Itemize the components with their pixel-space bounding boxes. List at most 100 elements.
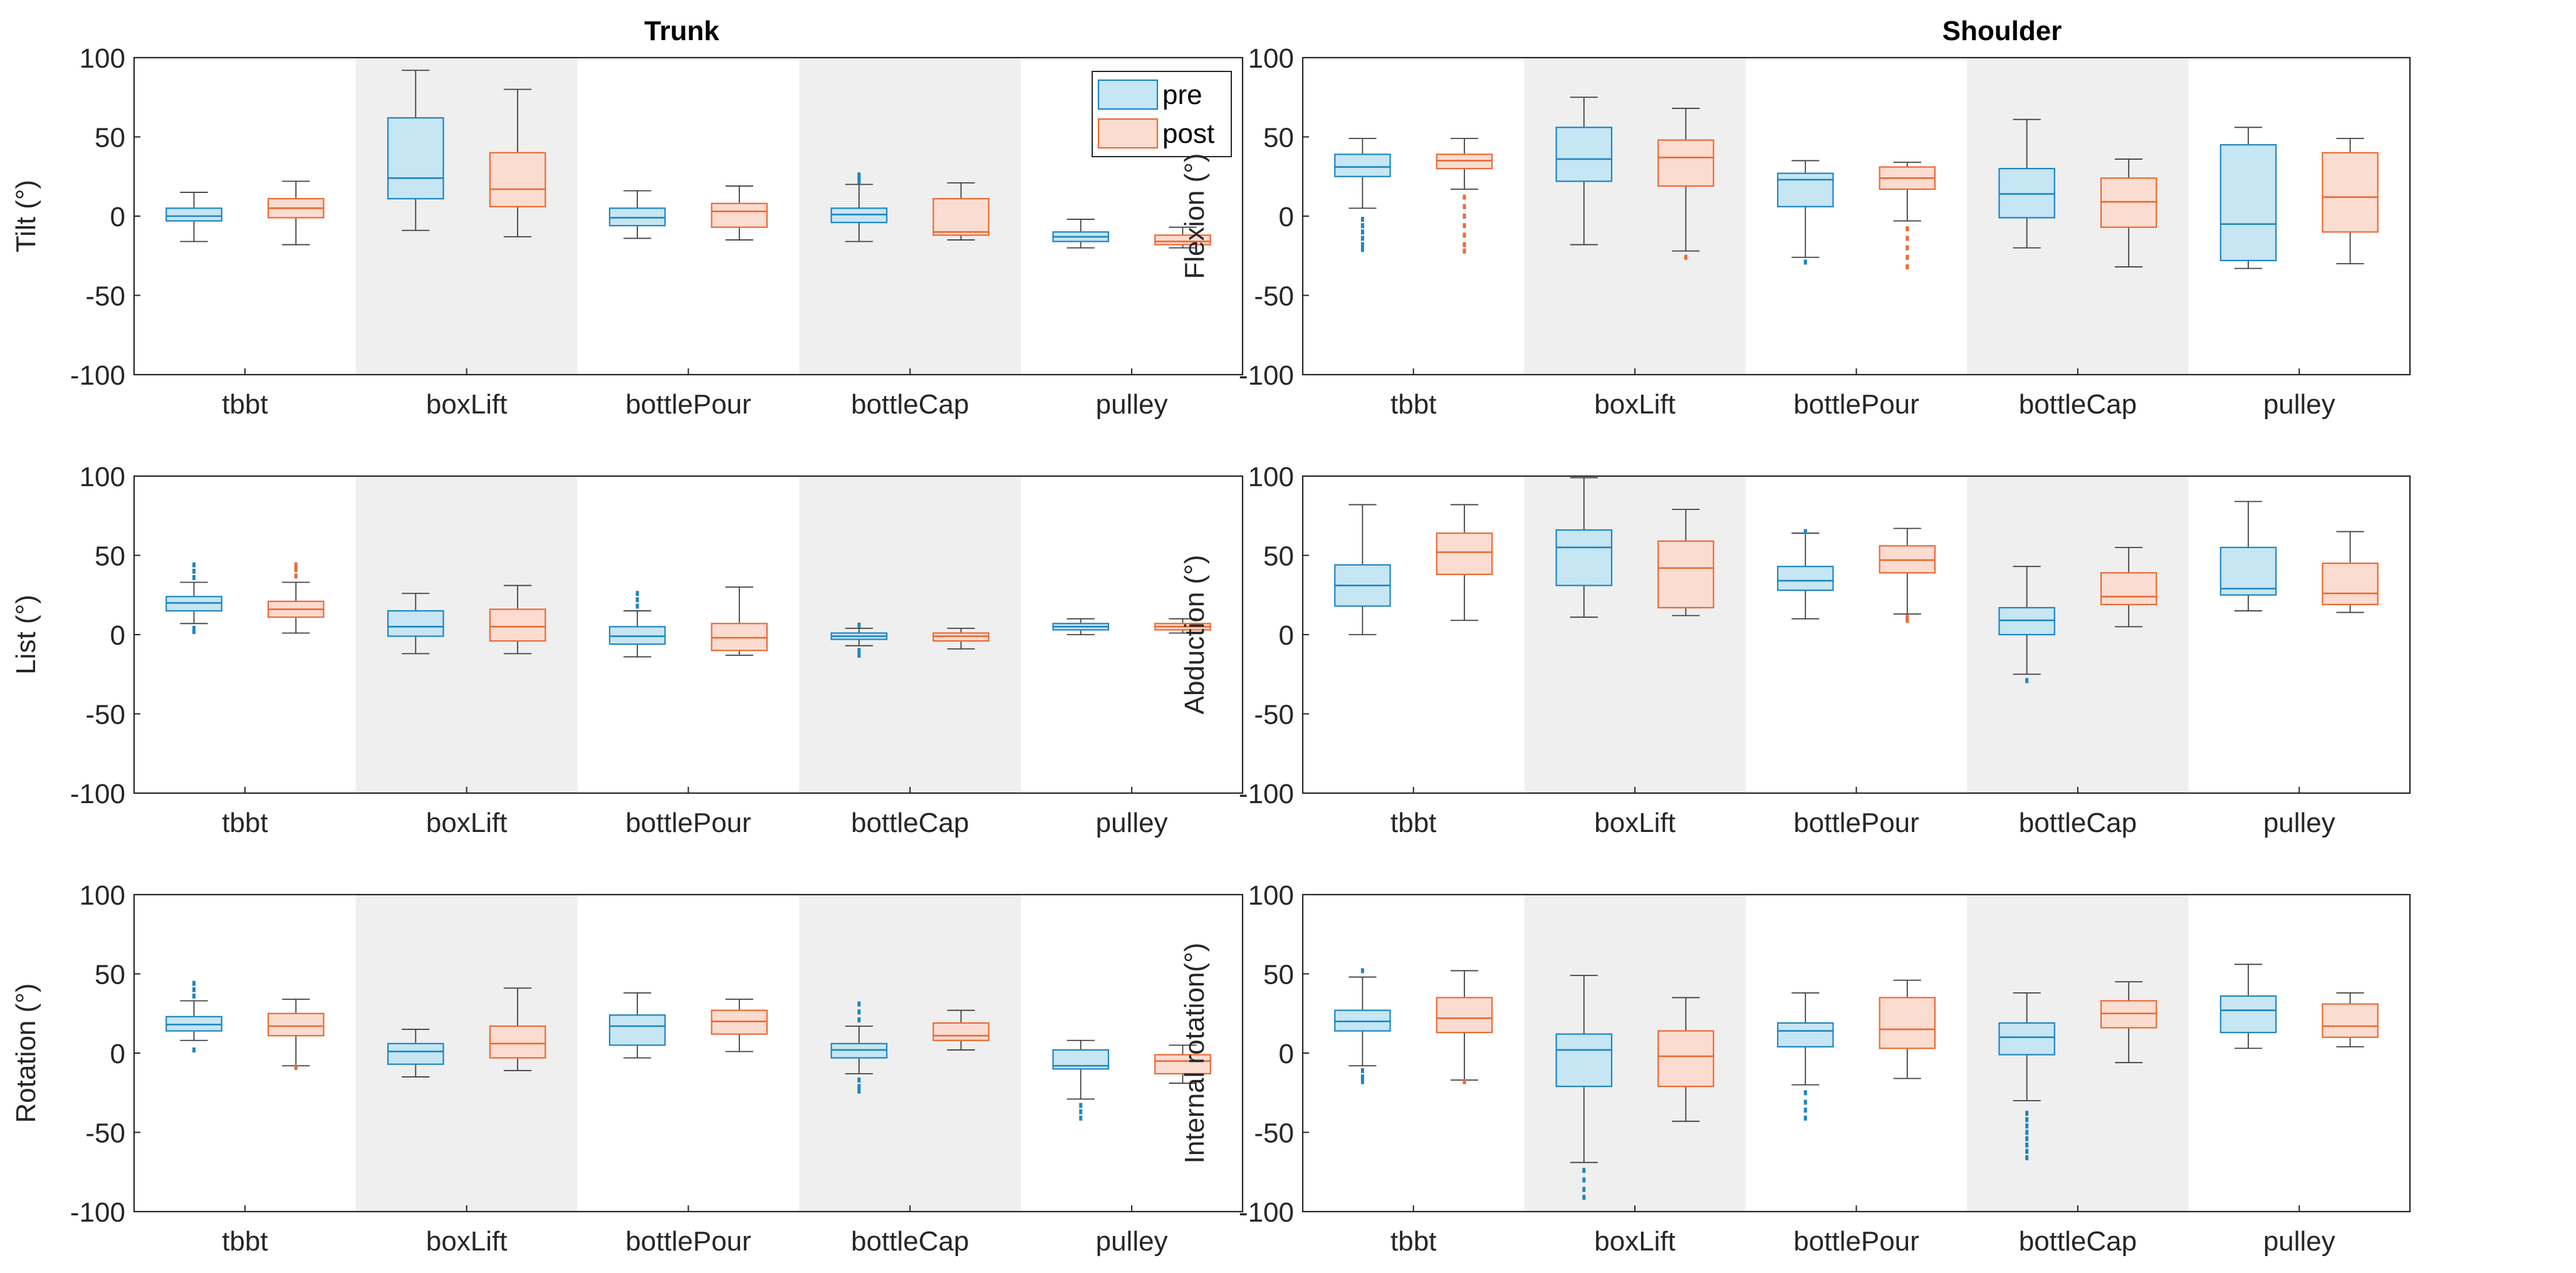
y-tick-label: 50 — [1263, 960, 1294, 990]
box-post-pulley — [2322, 138, 2379, 264]
panel-trunk-rotation: 100 50 0 -50 -100 tbbt boxLift bottlePour bottle… — [11, 880, 1244, 1257]
box-pre-tbbt — [165, 980, 222, 1052]
y-tick-label: 50 — [1263, 123, 1294, 153]
y-tick-label: -50 — [85, 700, 125, 730]
panel-trunk-tilt: 100 50 0 -50 -100 tbbt boxLift bottlePour bottle… — [11, 43, 1244, 420]
box-post-boxLift — [1657, 997, 1714, 1122]
box-pre-bottleCap — [830, 1001, 888, 1094]
y-tick-label: 0 — [110, 620, 125, 651]
iqr-box — [2219, 995, 2277, 1034]
x-tick-label-boxLift: boxLift — [426, 1226, 508, 1257]
y-tick-label: 0 — [1279, 1039, 1294, 1069]
y-tick-label: 100 — [1248, 43, 1294, 74]
iqr-box — [932, 198, 989, 236]
box-post-bottlePour — [711, 185, 768, 241]
box-post-bottlePour — [1879, 162, 1936, 269]
box-post-pulley — [2322, 531, 2379, 613]
panel-shoulder-abduction: 100 50 0 -50 -100 tbbt boxLift bottlePour bottle… — [1179, 462, 2411, 838]
x-tick-label-boxLift: boxLift — [1594, 808, 1676, 838]
x-tick-label-tbbt: tbbt — [1390, 1226, 1436, 1257]
box-pre-bottlePour — [1776, 529, 1834, 620]
iqr-box — [1154, 1054, 1211, 1074]
box-pre-bottlePour — [608, 190, 666, 239]
box-pre-pulley — [2219, 501, 2277, 611]
column-title-trunk: Trunk — [644, 16, 719, 46]
y-axis-label: Abduction (°) — [1179, 555, 1210, 715]
x-tick-label-boxLift: boxLift — [1594, 389, 1676, 420]
box-pre-pulley — [1052, 618, 1110, 635]
axes-frame — [133, 893, 1244, 1213]
axes-frame — [1301, 56, 2411, 376]
x-tick-label-tbbt: tbbt — [1390, 808, 1436, 838]
y-axis-label: Tilt (°) — [11, 180, 41, 252]
box-pre-bottlePour — [608, 591, 666, 658]
box-post-pulley — [1154, 226, 1211, 249]
box-post-tbbt — [267, 999, 325, 1070]
iqr-box — [387, 610, 444, 637]
x-tick-label-bottlePour: bottlePour — [625, 1226, 751, 1257]
iqr-box — [1436, 997, 1493, 1034]
box-pre-boxLift — [387, 1029, 444, 1078]
x-tick-label-boxLift: boxLift — [1594, 1226, 1676, 1257]
box-post-tbbt — [267, 180, 325, 246]
box-pre-bottleCap — [1998, 566, 2055, 683]
box-post-bottleCap — [2100, 981, 2157, 1064]
x-tick-label-tbbt: tbbt — [1390, 389, 1436, 420]
x-tick-label-pulley: pulley — [1096, 1226, 1168, 1257]
iqr-box — [387, 117, 444, 200]
box-pre-pulley — [1052, 219, 1110, 249]
box-post-pulley — [2322, 992, 2379, 1047]
box-pre-bottleCap — [1998, 118, 2055, 249]
box-pre-boxLift — [1555, 975, 1613, 1200]
y-tick-label: 100 — [80, 43, 125, 74]
y-tick-label: 0 — [110, 202, 125, 232]
shaded-band-boxLift — [1524, 58, 1746, 375]
iqr-box — [267, 1012, 325, 1037]
box-pre-bottlePour — [1776, 160, 1834, 265]
box-post-tbbt — [1436, 138, 1493, 254]
box-pre-boxLift — [1555, 96, 1613, 246]
iqr-box — [1555, 127, 1613, 182]
box-pre-bottleCap — [830, 172, 888, 242]
y-tick-label: -50 — [1254, 281, 1294, 312]
panel-trunk-list: 100 50 0 -50 -100 tbbt boxLift bottlePour bottle… — [11, 462, 1244, 838]
iqr-box — [387, 1042, 444, 1065]
x-tick-label-pulley: pulley — [1096, 808, 1168, 838]
iqr-box — [1555, 529, 1613, 586]
legend-swatch-pre — [1097, 79, 1159, 110]
box-pre-pulley — [1052, 1039, 1110, 1121]
box-post-boxLift — [1657, 509, 1714, 616]
y-tick-label: -100 — [1239, 1197, 1294, 1228]
iqr-box — [1436, 532, 1493, 575]
box-pre-boxLift — [1555, 477, 1613, 618]
iqr-box — [1657, 139, 1714, 187]
iqr-box — [489, 608, 546, 642]
iqr-box — [932, 1022, 989, 1041]
iqr-box — [2219, 144, 2277, 261]
y-tick-label: -50 — [1254, 700, 1294, 730]
box-post-tbbt — [267, 562, 325, 634]
box-post-bottlePour — [711, 586, 768, 656]
x-tick-label-pulley: pulley — [2263, 389, 2335, 420]
box-pre-boxLift — [387, 593, 444, 655]
y-tick-label: 50 — [95, 123, 125, 153]
y-tick-label: 50 — [95, 541, 125, 572]
box-pre-bottleCap — [1998, 992, 2055, 1160]
iqr-box — [1657, 1030, 1714, 1088]
box-pre-tbbt — [1334, 138, 1391, 252]
shaded-band-boxLift — [355, 58, 578, 375]
y-tick-label: 100 — [1248, 462, 1294, 492]
iqr-box — [1334, 153, 1391, 177]
legend: pre post — [1092, 71, 1232, 157]
iqr-box — [1776, 172, 1834, 207]
box-post-bottleCap — [2100, 546, 2157, 628]
box-post-bottlePour — [1879, 527, 1936, 623]
y-tick-label: -50 — [1254, 1118, 1294, 1149]
y-tick-label: 0 — [1279, 620, 1294, 651]
shaded-band-boxLift — [1524, 476, 1746, 793]
x-tick-label-bottlePour: bottlePour — [1793, 389, 1919, 420]
iqr-box — [1776, 566, 1834, 591]
iqr-box — [2219, 546, 2277, 596]
box-pre-boxLift — [387, 70, 444, 231]
